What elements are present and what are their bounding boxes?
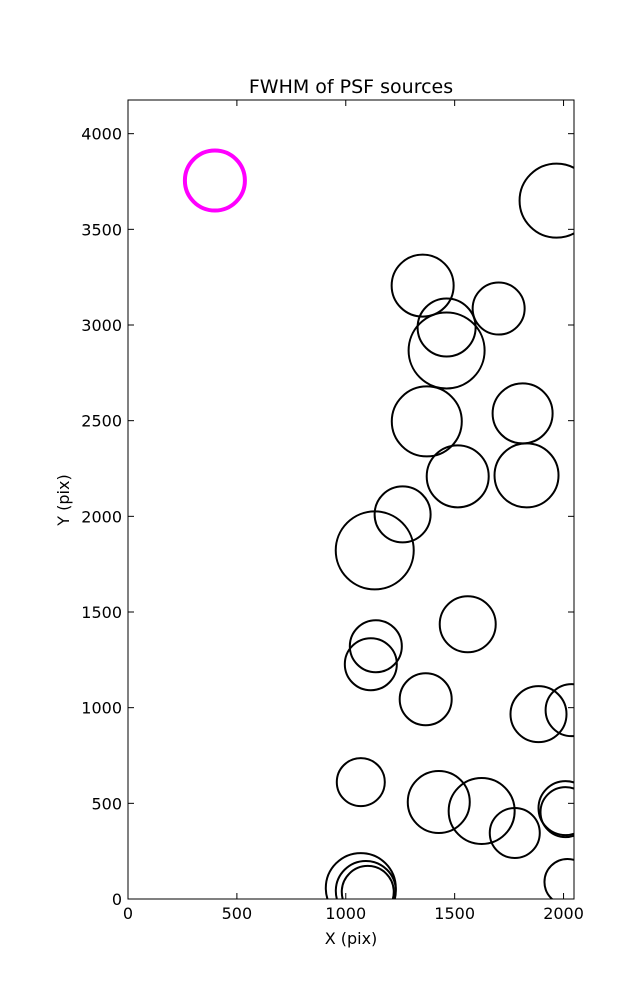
source-circle (398, 672, 453, 727)
source-circle (543, 857, 574, 899)
source-circle (537, 780, 574, 837)
source-circle (335, 757, 386, 808)
source-circle (491, 382, 554, 445)
y-tick-label: 1500 (81, 603, 122, 622)
source-circle (390, 253, 455, 318)
y-tick-label: 0 (112, 890, 122, 909)
y-tick-label: 2000 (81, 507, 122, 526)
source-circle (518, 162, 574, 239)
x-axis-label: X (pix) (325, 929, 378, 948)
source-circle (390, 385, 463, 458)
source-circle (340, 864, 395, 899)
source-circle (425, 444, 490, 509)
source-circle (447, 776, 516, 845)
source-circle (348, 619, 403, 674)
chart-title: FWHM of PSF sources (249, 76, 453, 98)
y-axis-label: Y (pix) (54, 474, 73, 526)
source-circle (406, 769, 471, 834)
source-circle (416, 297, 477, 358)
x-tick-label: 1000 (325, 904, 366, 923)
source-circle (438, 595, 497, 654)
x-tick-label: 2000 (543, 904, 584, 923)
plot-area (182, 148, 574, 899)
y-tick-label: 2500 (81, 412, 122, 431)
y-tick-label: 500 (91, 794, 122, 813)
x-tick-label: 500 (222, 904, 253, 923)
x-tick-label: 1500 (434, 904, 475, 923)
y-tick-label: 3000 (81, 316, 122, 335)
source-circle (544, 683, 574, 738)
source-circle (471, 281, 526, 336)
source-circle (373, 485, 432, 544)
y-tick-label: 3500 (81, 220, 122, 239)
source-circle (488, 806, 541, 859)
x-tick-label: 0 (123, 904, 133, 923)
source-circle (343, 637, 398, 692)
source-circle (334, 510, 415, 591)
y-tick-label: 1000 (81, 699, 122, 718)
plot-frame (127, 99, 575, 900)
y-tick-label: 4000 (81, 125, 122, 144)
source-circle (407, 311, 486, 390)
source-circle (539, 786, 574, 839)
source-circle (182, 148, 247, 213)
source-circle (493, 442, 560, 509)
source-circle (509, 685, 568, 744)
source-circle (334, 859, 397, 899)
